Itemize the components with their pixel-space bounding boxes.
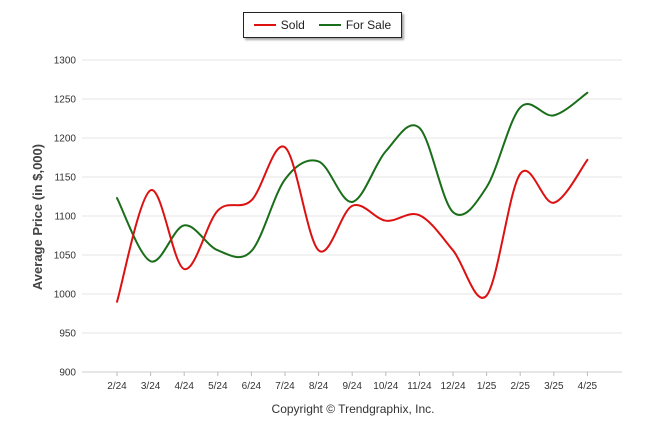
x-tick-label: 2/24 [107,381,127,392]
series-line-sold [116,145,589,303]
x-tick-label: 3/25 [544,381,564,392]
legend-label-sold: Sold [280,18,305,32]
x-axis-ticks: 2/24 3/24 4/24 5/24 6/24 7/24 8/24 9/24 10/24 11/… [107,372,598,392]
y-tick-label: 1250 [54,95,77,106]
x-tick-label: 4/24 [174,381,194,392]
legend-label-for-sale: For Sale [345,18,392,32]
y-tick-label: 1200 [54,134,77,145]
legend-item-for-sale[interactable]: For Sale [318,18,392,32]
series-lines [116,91,589,303]
x-tick-label: 6/24 [242,381,262,392]
x-tick-label: 8/24 [309,381,329,392]
series-line-for-sale [116,91,589,263]
x-tick-label: 5/24 [208,381,228,392]
legend-swatch-sold [253,24,276,26]
y-axis-title: Average Price (in $,000) [30,144,45,290]
legend-item-sold[interactable]: Sold [253,18,305,32]
y-tick-label: 900 [59,368,76,379]
legend: Sold For Sale [243,12,402,38]
y-tick-label: 1000 [54,290,77,301]
x-tick-label: 4/25 [578,381,598,392]
y-axis-ticks: 900 950 1000 1050 1100 1150 1200 1250 1300 [54,56,77,379]
x-tick-label: 11/24 [407,381,432,392]
x-tick-label: 12/24 [440,381,465,392]
grid-lines [82,59,622,373]
y-tick-label: 1100 [54,212,76,223]
x-tick-label: 7/24 [275,381,295,392]
y-tick-label: 950 [59,329,76,340]
y-tick-label: 1150 [54,173,76,184]
y-tick-label: 1300 [54,56,77,67]
x-tick-label: 9/24 [342,381,362,392]
x-tick-label: 3/24 [141,381,161,392]
y-tick-label: 1050 [54,251,77,262]
footer-copyright: Copyright © Trendgraphix, Inc. [272,402,435,416]
legend-swatch-for-sale [318,24,341,26]
x-tick-label: 1/25 [477,381,497,392]
x-tick-label: 10/24 [373,381,398,392]
x-tick-label: 2/25 [510,381,530,392]
